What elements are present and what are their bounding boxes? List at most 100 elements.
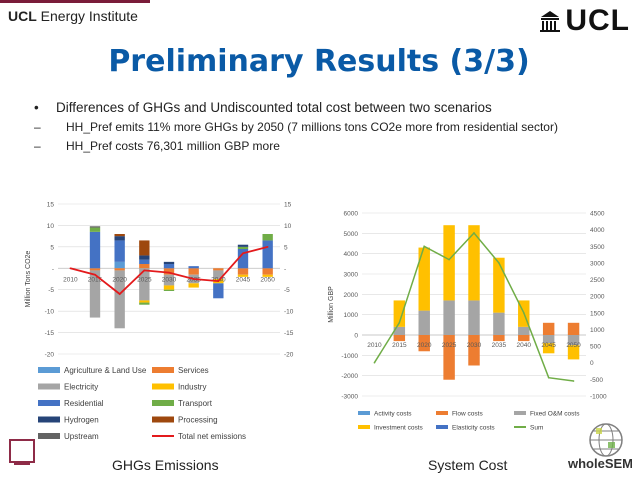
y2-tick-label: -500 (590, 377, 603, 384)
bar-segment (163, 274, 175, 286)
bar-segment (542, 322, 555, 335)
portico-icon (540, 11, 561, 32)
bar-segment (89, 226, 101, 228)
legend-swatch (152, 400, 174, 406)
x-tick-label: 2030 (162, 276, 177, 283)
bar-segment (114, 240, 125, 262)
bullet-list: Differences of GHGs and Undiscounted tot… (34, 100, 624, 154)
bar-segment (493, 335, 505, 342)
bar-segment (468, 300, 480, 335)
bar-segment (393, 335, 406, 342)
legend-label: Processing (178, 415, 218, 424)
y-tick-label: - (52, 266, 54, 273)
bar-segment (139, 264, 150, 269)
bar-segment (114, 270, 125, 329)
y2-tick-label: -20 (284, 352, 294, 359)
y2-tick-label: -10 (284, 309, 294, 316)
legend-swatch (436, 411, 448, 415)
bar-segment (518, 326, 530, 335)
bar-segment (139, 300, 150, 303)
sub-bullet-text: HH_Pref emits 11% more GHGs by 2050 (7 m… (66, 120, 558, 134)
y2-tick-label: -1000 (590, 394, 607, 401)
line-point (242, 252, 244, 255)
bar-segment (237, 249, 249, 269)
wholesem-logo-text: wholeSEM (567, 456, 632, 471)
x-tick-label: 2010 (63, 276, 78, 283)
bar-segment (163, 261, 175, 264)
x-tick-label: 2020 (417, 342, 432, 349)
bar-segment (518, 335, 530, 342)
bar-segment (114, 236, 125, 241)
y-tick-label: 5 (50, 244, 54, 251)
legend-swatch (152, 367, 174, 373)
bar-segment (139, 240, 150, 256)
legend-label: Flow costs (452, 410, 483, 417)
legend-label: Sum (530, 424, 543, 431)
y-tick-label: -2000 (341, 373, 358, 380)
legend-label: Services (178, 366, 209, 375)
line-point (192, 278, 195, 280)
bullet-main: Differences of GHGs and Undiscounted tot… (34, 100, 624, 116)
line-point (118, 293, 121, 295)
y2-tick-label: 3000 (590, 260, 605, 267)
y-axis-title: Million GBP (328, 286, 335, 323)
screen-icon (9, 439, 35, 465)
line-point (448, 258, 450, 261)
ucl-logo: UCL (539, 6, 630, 36)
y2-tick-label: - (284, 266, 286, 273)
bar-segment (443, 335, 455, 380)
line-point (373, 361, 376, 364)
y-tick-label: -3000 (341, 394, 358, 401)
line-point (266, 246, 269, 248)
bar-segment (237, 244, 249, 247)
ghg-emissions-chart: 15 10 5 - -5 -10 -15 -20 15 10 5 - -5 -10 -15 -20 Millio… (25, 202, 294, 441)
bar-segment (114, 268, 125, 271)
y-tick-label: 5000 (344, 231, 359, 238)
y2-tick-label: 500 (590, 344, 601, 351)
sub-bullet: – HH_Pref costs 76,301 million GBP more (34, 139, 280, 153)
bar-segment (237, 268, 249, 275)
bar-segment (262, 234, 273, 241)
y2-tick-label: 0 (590, 360, 594, 367)
bar-segment (418, 247, 430, 311)
bar-segment (89, 231, 101, 269)
bar-segment (188, 266, 199, 269)
legend-label: Industry (178, 382, 206, 391)
line-point (572, 380, 575, 382)
bar-segment (213, 270, 224, 279)
y-tick-label: 0 (354, 333, 358, 340)
y2-tick-label: 5 (284, 244, 288, 251)
x-tick-label: 2045 (236, 276, 251, 283)
bar-segment (262, 240, 273, 269)
legend-swatch (358, 425, 370, 429)
legend-swatch (152, 383, 174, 390)
caption-ghg-emissions: GHGs Emissions (112, 457, 219, 473)
caption-system-cost: System Cost (428, 457, 508, 473)
bar-segment (542, 335, 555, 344)
y-tick-label: -15 (45, 330, 55, 337)
bar-segment (262, 274, 273, 277)
legend-label: Electricity (64, 382, 98, 391)
y-tick-label: -20 (45, 352, 55, 359)
bar-segment (237, 246, 249, 249)
y2-tick-label: 4000 (590, 227, 605, 234)
ucl-logo-text: UCL (565, 4, 630, 37)
legend-label: Fixed O&M costs (530, 410, 580, 417)
y-tick-label: 10 (47, 223, 55, 230)
legend-label: Hydrogen (64, 415, 99, 424)
bar-segment (393, 300, 406, 327)
legend-label: Total net emissions (178, 432, 246, 441)
bar-segment (567, 322, 580, 335)
y-tick-label: -10 (45, 309, 55, 316)
brand-accent-line (0, 0, 150, 3)
x-tick-label: 2045 (541, 342, 556, 349)
x-tick-label: 2025 (442, 342, 457, 349)
bar-segment (418, 310, 430, 335)
x-tick-label: 2030 (467, 342, 482, 349)
legend-swatch (358, 411, 370, 415)
y-tick-label: 1000 (344, 312, 359, 319)
bar-segment (493, 312, 505, 335)
bar-segment (188, 283, 199, 288)
bar-segment (443, 300, 455, 335)
x-tick-label: 2020 (112, 276, 127, 283)
